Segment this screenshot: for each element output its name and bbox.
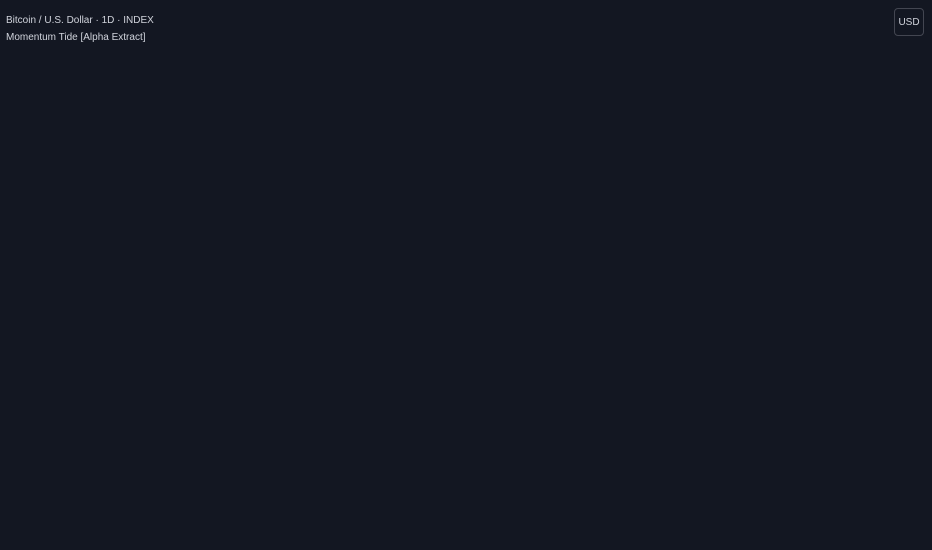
trend-segment [373,189,400,198]
trend-segment [584,104,611,122]
x-tick-label: May [108,528,127,539]
trend-segment [748,73,774,78]
x-tick-label: Jul [158,528,171,539]
y-tick-label: 65,000.00 [898,182,932,193]
y-tick-label: 120,000.00 [898,57,932,68]
trend-segment [561,119,587,159]
trend-segment [93,361,119,375]
trend-segment [818,74,845,93]
trend-segment [514,192,540,207]
symbol-title: Bitcoin / U.S. Dollar · 1D · INDEX [6,15,154,26]
x-tick-label: May [389,528,408,539]
trend-segment [186,347,213,362]
trend-segment [303,260,330,280]
trend-segment [139,350,166,362]
trend-segment [490,203,517,208]
y-tick-label: 33,000.00 [898,320,932,331]
y-tick-label: 53,000.00 [898,223,932,234]
x-tick-label: Sep [764,528,782,539]
y-tick-label: 22,000.00 [898,403,932,414]
trend-segment [537,156,564,195]
trend-segment [256,300,283,340]
trend-segment [724,74,751,93]
y-tick-label: 41,000.00 [898,276,932,287]
x-tick-label: Sep [483,528,501,539]
header: Bitcoin / U.S. Dollar · 1D · INDEX Momen… [6,12,154,46]
gauge-bar [357,475,535,503]
trend-segment [233,336,260,366]
x-tick-label: 2025 [574,528,597,539]
x-tick-label: Nov [811,528,829,539]
trend-segment [701,90,728,111]
x-tick-label: 2023 [13,528,36,539]
trend-segment [771,71,798,76]
trend-segment [678,108,704,132]
gauge-label: V [360,452,367,463]
x-tick-label: Nov [249,528,267,539]
y-tick-label: 18,000.00 [898,444,932,455]
trend-segment [46,402,72,429]
trend-segment [22,426,49,468]
currency-button[interactable]: USD [894,8,924,36]
y-tick-label: 100,000.00 [898,94,932,105]
trend-segment [210,359,236,366]
x-tick-label: Mar [343,528,361,539]
y-tick-label: 27,000.00 [898,361,932,372]
x-tick-label: Jul [720,528,733,539]
x-tick-label: Nov [530,528,548,539]
trend-segment [280,277,306,304]
trend-segment [607,104,634,109]
trend-segment [327,223,353,264]
trend-segment [420,187,447,198]
trend-segment [350,195,377,226]
trend-segment [397,187,423,192]
indicator-name: Momentum Tide [Alpha Extract] [6,32,146,43]
trend-segment [795,71,821,78]
y-tick-label: 14,800.00 [898,483,932,494]
trend-segment [69,372,96,405]
x-tick-label: 2024 [294,528,317,539]
x-tick-label: Sep [202,528,220,539]
trend-segment [467,198,494,208]
trend-segment [631,106,657,129]
x-tick-label: Jul [439,528,452,539]
x-tick-label: Mar [624,528,642,539]
x-tick-label: 2026 [855,528,878,539]
y-tick-label: 80,000.00 [898,139,932,150]
trend-segment [444,195,470,202]
x-tick-label: May [670,528,689,539]
trend-segment [163,347,189,353]
x-tick-label: Mar [62,528,80,539]
price-line [23,64,844,464]
trend-segment [654,126,681,132]
trend-segment [116,359,143,364]
